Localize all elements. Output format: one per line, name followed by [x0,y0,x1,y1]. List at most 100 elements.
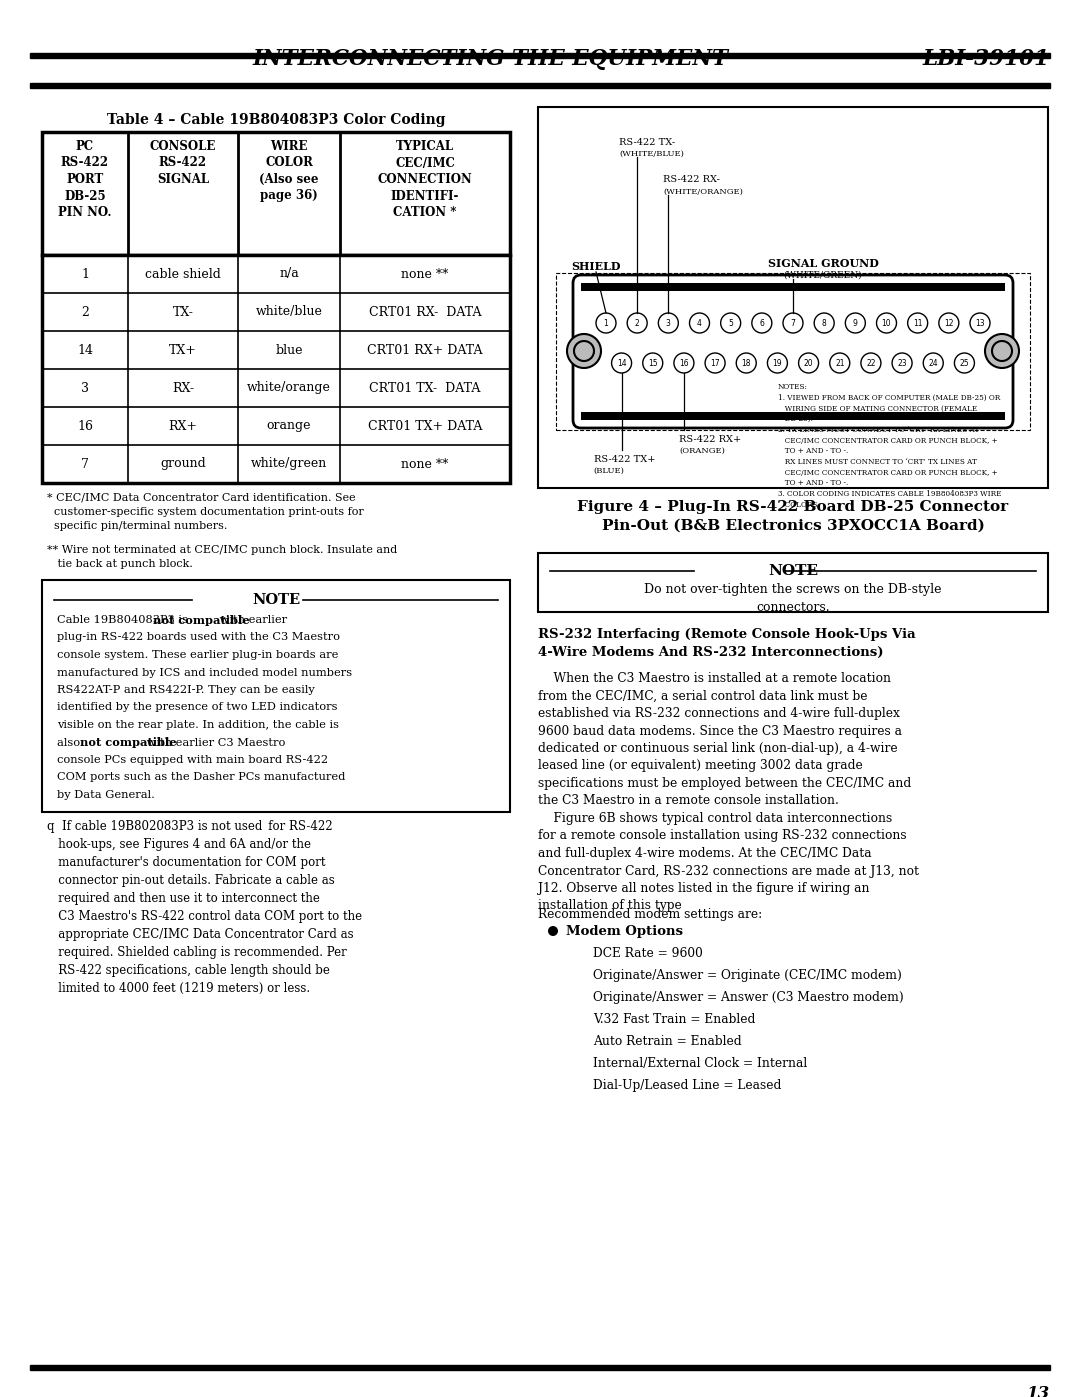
Text: n/a: n/a [279,267,299,281]
Text: 1: 1 [81,267,89,281]
Text: 19: 19 [772,359,782,367]
Circle shape [783,313,804,332]
Text: manufactured by ICS and included model numbers: manufactured by ICS and included model n… [57,668,352,678]
Text: console system. These earlier plug-in boards are: console system. These earlier plug-in bo… [57,650,338,659]
Text: Modem Options: Modem Options [566,925,683,937]
Text: q  If cable 19B802083P3 is not used for RS-422
   hook-ups, see Figures 4 and 6A: q If cable 19B802083P3 is not used for R… [48,820,362,995]
Text: (WHITE/ORANGE): (WHITE/ORANGE) [663,189,743,196]
Circle shape [846,313,865,332]
Circle shape [720,313,741,332]
Text: none **: none ** [402,457,448,471]
Text: cable shield: cable shield [145,267,221,281]
Text: 17: 17 [711,359,720,367]
Text: 7: 7 [81,457,89,471]
Bar [556,272,1030,430]
Text: 25: 25 [960,359,969,367]
Bar [581,412,1005,420]
Text: LBI-39101: LBI-39101 [923,47,1050,70]
Text: 15: 15 [648,359,658,367]
Circle shape [892,353,913,373]
Circle shape [611,353,632,373]
Text: 18: 18 [742,359,751,367]
Text: Figure 4 – Plug-In RS-422 Board DB-25 Connector
Pin-Out (B&B Electronics 3PXOCC1: Figure 4 – Plug-In RS-422 Board DB-25 Co… [578,500,1009,532]
Text: RS-422 TX+: RS-422 TX+ [594,455,656,464]
Text: 2: 2 [81,306,89,319]
Text: Table 4 – Cable 19B804083P3 Color Coding: Table 4 – Cable 19B804083P3 Color Coding [107,113,445,127]
Text: ** Wire not terminated at CEC/IMC punch block. Insulate and
   tie back at punch: ** Wire not terminated at CEC/IMC punch … [48,545,397,569]
Bar [42,256,510,483]
Text: Originate/Answer = Answer (C3 Maestro modem): Originate/Answer = Answer (C3 Maestro mo… [593,990,904,1004]
Text: COM ports such as the Dasher PCs manufactured: COM ports such as the Dasher PCs manufac… [57,773,346,782]
Text: white/green: white/green [251,457,327,471]
Text: Do not over-tighten the screws on the DB-style
connectors.: Do not over-tighten the screws on the DB… [645,583,942,615]
Text: (WHITE/BLUE): (WHITE/BLUE) [619,149,684,158]
Text: (BLUE): (BLUE) [594,467,624,475]
Text: 20: 20 [804,359,813,367]
Text: with earlier: with earlier [216,615,287,624]
Text: PC
RS-422
PORT
DB-25
PIN NO.: PC RS-422 PORT DB-25 PIN NO. [58,140,111,219]
Circle shape [955,353,974,373]
Circle shape [861,353,881,373]
Text: 5: 5 [728,319,733,327]
Text: console PCs equipped with main board RS-422: console PCs equipped with main board RS-… [57,754,328,766]
Text: 7: 7 [791,319,796,327]
Circle shape [596,313,616,332]
Text: 14: 14 [617,359,626,367]
Text: 3: 3 [666,319,671,327]
Text: 1: 1 [604,319,608,327]
Text: CRT01 RX-  DATA: CRT01 RX- DATA [368,306,482,319]
Text: Figure 6B shows typical control data interconnections
for a remote console insta: Figure 6B shows typical control data int… [538,812,919,912]
Text: 12: 12 [944,319,954,327]
Text: * CEC/IMC Data Concentrator Card identification. See
  customer-specific system : * CEC/IMC Data Concentrator Card identif… [48,493,364,531]
Text: Dial-Up/Leased Line = Leased: Dial-Up/Leased Line = Leased [593,1078,781,1092]
Text: 23: 23 [897,359,907,367]
Circle shape [659,313,678,332]
Text: CRT01 TX-  DATA: CRT01 TX- DATA [369,381,481,394]
Text: 3: 3 [81,381,89,394]
Text: by Data General.: by Data General. [57,789,154,800]
Text: RX+: RX+ [168,419,198,433]
Text: SHIELD: SHIELD [571,261,621,272]
Text: not compatible: not compatible [80,738,176,749]
Text: RS422AT-P and RS422I-P. They can be easily: RS422AT-P and RS422I-P. They can be easi… [57,685,314,694]
Circle shape [705,353,725,373]
Text: CONSOLE
RS-422
SIGNAL: CONSOLE RS-422 SIGNAL [150,140,216,186]
Text: 11: 11 [913,319,922,327]
Text: 24: 24 [929,359,939,367]
Text: RS-422 TX-: RS-422 TX- [619,138,675,147]
Text: CRT01 TX+ DATA: CRT01 TX+ DATA [368,419,482,433]
Circle shape [689,313,710,332]
Text: (ORANGE): (ORANGE) [679,447,725,455]
Bar [538,553,1048,612]
Text: Recommended modem settings are:: Recommended modem settings are: [538,908,762,921]
Circle shape [548,926,558,936]
Circle shape [674,353,694,373]
Circle shape [567,334,600,367]
Circle shape [737,353,756,373]
Text: 21: 21 [835,359,845,367]
Bar [42,580,510,812]
Text: SIGNAL GROUND: SIGNAL GROUND [768,258,878,270]
Circle shape [877,313,896,332]
Text: WIRE
COLOR
(Also see
page 36): WIRE COLOR (Also see page 36) [259,140,319,203]
Circle shape [752,313,772,332]
Text: RX-: RX- [172,381,194,394]
Text: Internal/External Clock = Internal: Internal/External Clock = Internal [593,1058,807,1070]
Circle shape [829,353,850,373]
Circle shape [985,334,1020,367]
Text: NOTES:
1. VIEWED FROM BACK OF COMPUTER (MALE DB-25) OR
   WIRING SIDE OF MATING : NOTES: 1. VIEWED FROM BACK OF COMPUTER (… [778,383,1001,509]
Text: plug-in RS-422 boards used with the C3 Maestro: plug-in RS-422 boards used with the C3 M… [57,633,340,643]
Text: DCE Rate = 9600: DCE Rate = 9600 [593,947,703,960]
Text: none **: none ** [402,267,448,281]
Text: white/orange: white/orange [247,381,330,394]
Text: TYPICAL
CEC/IMC
CONNECTION
IDENTIFI-
CATION *: TYPICAL CEC/IMC CONNECTION IDENTIFI- CAT… [378,140,472,219]
Text: 16: 16 [679,359,689,367]
Bar [30,1365,1050,1370]
Text: 4: 4 [697,319,702,327]
Text: NOTE: NOTE [252,592,300,608]
Text: 6: 6 [759,319,765,327]
Circle shape [643,353,663,373]
Text: identified by the presence of two LED indicators: identified by the presence of two LED in… [57,703,337,712]
Text: NOTE: NOTE [768,564,818,578]
Text: TX-: TX- [173,306,193,319]
